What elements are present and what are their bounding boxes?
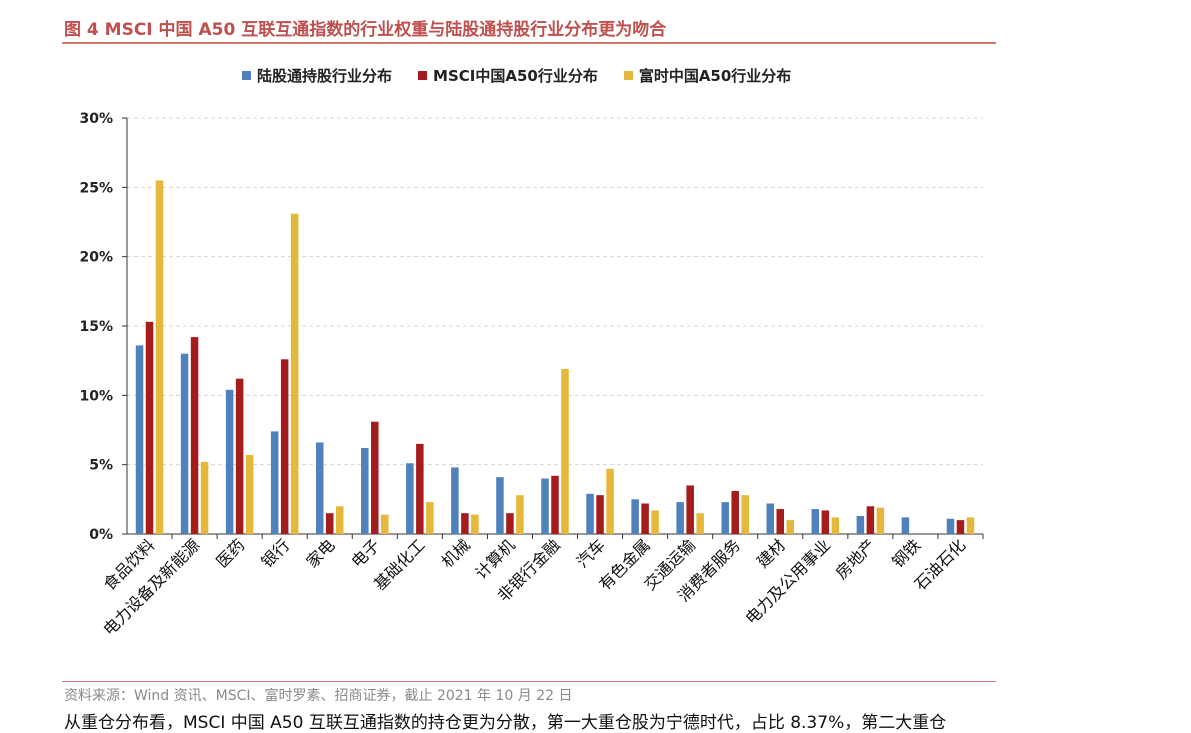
- y-tick-label: 25%: [79, 180, 113, 196]
- bar: [966, 517, 975, 534]
- bar: [496, 477, 504, 534]
- legend-label-2: 富时中国A50行业分布: [638, 66, 792, 85]
- bar: [631, 499, 639, 534]
- bar: [335, 506, 344, 534]
- x-tick-label: 医药: [212, 535, 248, 571]
- bar: [676, 502, 684, 534]
- bar: [641, 503, 649, 534]
- x-tick-label: 家电: [302, 535, 338, 571]
- bar: [561, 368, 569, 534]
- bar: [811, 509, 820, 534]
- legend-swatch-1: [418, 70, 428, 80]
- bar: [721, 502, 729, 534]
- bar: [190, 337, 199, 534]
- title-divider: [62, 42, 996, 44]
- bar: [686, 485, 694, 534]
- bar: [946, 518, 955, 534]
- legend-label-1: MSCI中国A50行业分布: [433, 66, 598, 85]
- bar: [471, 514, 479, 534]
- bar: [731, 491, 739, 534]
- bar: [235, 378, 244, 534]
- bar: [451, 467, 459, 534]
- bar: [145, 321, 154, 534]
- bar: [200, 461, 209, 534]
- bar: [766, 503, 775, 534]
- y-tick-label: 15%: [79, 319, 113, 335]
- legend-item-1: MSCI中国A50行业分布: [418, 65, 598, 86]
- legend-swatch-0: [242, 70, 251, 80]
- bar: [135, 345, 144, 534]
- figure-title: 图 4 MSCI 中国 A50 互联互通指数的行业权重与陆股通持股行业分布更为吻…: [64, 20, 667, 40]
- bar: [586, 493, 594, 534]
- bar: [280, 359, 289, 534]
- bar: [551, 475, 559, 534]
- bar: [696, 513, 704, 534]
- body-paragraph: 从重仓分布看，MSCI 中国 A50 互联互通指数的持仓更为分散，第一大重仓股为…: [64, 713, 947, 733]
- bar: [245, 454, 254, 534]
- legend-label-0: 陆股通持股行业分布: [257, 66, 393, 85]
- bar: [821, 510, 830, 534]
- legend-swatch-2: [623, 70, 633, 80]
- bar: [831, 517, 840, 534]
- bar: [315, 442, 324, 534]
- bar: [596, 495, 604, 534]
- bar: [541, 478, 549, 534]
- x-tick-label: 汽车: [573, 535, 609, 571]
- bar: [461, 513, 469, 534]
- bar: [371, 421, 379, 534]
- bar: [361, 448, 369, 534]
- bar: [270, 431, 279, 534]
- bar: [866, 506, 875, 534]
- x-tick-label: 钢铁: [888, 535, 924, 571]
- source-note: 资料来源：Wind 资讯、MSCI、富时罗素、招商证券，截止 2021 年 10…: [64, 688, 573, 704]
- bar: [506, 513, 514, 534]
- x-tick-label: 银行: [257, 535, 293, 571]
- x-tick-label: 机械: [438, 535, 474, 571]
- y-tick-label: 0%: [89, 527, 113, 543]
- y-tick-label: 5%: [89, 458, 113, 474]
- bar: [381, 514, 389, 534]
- chart-legend: 陆股通持股行业分布 MSCI中国A50行业分布 富时中国A50行业分布: [242, 64, 817, 86]
- bar: [225, 389, 234, 534]
- bar: [651, 510, 659, 534]
- legend-item-2: 富时中国A50行业分布: [623, 65, 792, 86]
- y-tick-label: 10%: [79, 388, 113, 404]
- bar: [876, 507, 885, 534]
- x-tick-label: 电子: [348, 535, 384, 571]
- bar: [776, 509, 785, 534]
- bar: [956, 520, 965, 534]
- bar: [606, 468, 614, 534]
- bar: [180, 353, 189, 534]
- bar: [416, 443, 424, 534]
- source-divider: [62, 681, 996, 682]
- bar: [856, 515, 865, 534]
- bar: [155, 180, 164, 534]
- x-tick-label: 建材: [753, 535, 789, 571]
- x-tick-label: 房地产: [832, 535, 879, 582]
- legend-item-0: 陆股通持股行业分布: [242, 65, 392, 86]
- bar: [406, 463, 414, 534]
- bar: [516, 495, 524, 534]
- y-tick-label: 30%: [79, 111, 113, 127]
- bar: [741, 495, 749, 534]
- bar: [426, 502, 434, 534]
- y-tick-label: 20%: [79, 250, 113, 266]
- bar: [325, 513, 334, 534]
- bar: [786, 520, 795, 534]
- bar: [901, 517, 910, 534]
- bar: [290, 213, 299, 534]
